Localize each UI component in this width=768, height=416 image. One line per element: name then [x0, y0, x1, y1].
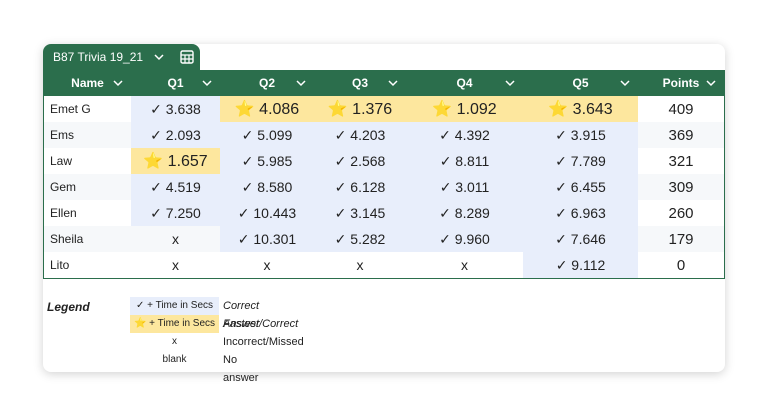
answer-cell: ⭐ 4.086 [220, 96, 314, 122]
answer-cell: ✓ 5.099 [220, 122, 314, 148]
answer-cell: ✓ 7.250 [131, 200, 220, 226]
name-cell: Gem [43, 174, 131, 200]
filter-chevron [296, 80, 306, 87]
data-row: Sheila x ✓ 10.301 ✓ 5.282 ✓ 9.960 ✓ 7.646 179 [43, 226, 725, 252]
header-label: Q1 [167, 76, 184, 90]
data-row: Ems ✓ 2.093 ✓ 5.099 ✓ 4.203 ✓ 4.392 ✓ 3.915 36… [43, 122, 725, 148]
legend-desc: Fastest/Correct [223, 318, 299, 330]
answer-cell: ✓ 7.646 [523, 226, 638, 252]
column-header[interactable]: Q3 [314, 70, 406, 96]
points-cell: 321 [668, 152, 694, 170]
legend-desc: Correct Answer [223, 300, 260, 330]
answer-cell: ✓ 5.985 [220, 148, 314, 174]
data-row: Gem ✓ 4.519 ✓ 8.580 ✓ 6.128 ✓ 3.011 ✓ 6.455 30… [43, 174, 725, 200]
answer-cell: ⭐ 1.376 [314, 96, 406, 122]
data-row: Emet G ✓ 3.638 ⭐ 4.086 ⭐ 1.376 ⭐ 1.092 ⭐ 3.64… [44, 96, 725, 122]
answer-cell: x [263, 257, 271, 273]
name-cell: Law [50, 154, 73, 168]
answer-cell: x [461, 257, 468, 273]
column-header[interactable]: Q1 [131, 70, 220, 96]
answer-cell: ✓ 3.011 [406, 174, 523, 200]
answer-cell: ⭐ 3.643 [523, 96, 638, 122]
points-cell: 369 [638, 122, 725, 148]
answer-cell: ✓ 10.443 [220, 200, 314, 226]
filter-chevron [202, 80, 212, 87]
column-header[interactable]: Name [43, 70, 131, 96]
tab-chevron [154, 54, 164, 61]
legend-title: Legend [47, 300, 90, 314]
legend-key: x [172, 336, 177, 347]
answer-cell: ✓ 8.811 [406, 148, 523, 174]
filter-chevron [706, 80, 716, 87]
data-row: Ellen ✓ 7.250 ✓ 10.443 ✓ 3.145 ✓ 8.289 ✓ 6.96… [44, 200, 725, 226]
points-cell: 260 [668, 204, 694, 222]
answer-cell: ✓ 4.519 [131, 174, 220, 200]
answer-cell: ✓ 7.789 [523, 148, 638, 174]
column-header[interactable]: Q2 [220, 70, 314, 96]
filter-chevron [620, 80, 630, 87]
answer-cell: ✓ 6.128 [314, 174, 406, 200]
points-cell: 0 [676, 256, 686, 274]
name-cell: Emet G [50, 102, 91, 116]
name-cell: Sheila [43, 226, 131, 252]
answer-cell: ✓ 4.203 [314, 122, 406, 148]
legend-key: ✓ + Time in Secs [130, 297, 219, 315]
header-label: Q3 [351, 76, 368, 90]
header-label: Points [662, 76, 700, 90]
name-cell: Ems [43, 122, 131, 148]
data-row: Law ⭐ 1.657 ✓ 5.985 ✓ 2.568 ✓ 8.811 ✓ 7.789 32… [44, 148, 725, 174]
answer-cell: x [356, 257, 364, 273]
filter-chevron [113, 80, 123, 87]
answer-cell: ✓ 8.580 [220, 174, 314, 200]
scores-table: Name Q1 Q2 Q3 Q4 Q5 Points Emet G ✓ 3.638 ⭐ 4.086… [43, 70, 725, 279]
answer-cell: ✓ 2.093 [131, 122, 220, 148]
points-cell: 179 [638, 226, 725, 252]
filter-chevron [505, 80, 515, 87]
answer-cell: ✓ 4.392 [406, 122, 523, 148]
filter-chevron [388, 80, 398, 87]
answer-cell: ✓ 3.638 [131, 96, 220, 122]
legend-key: blank [162, 354, 187, 365]
header-label: Name [71, 76, 104, 90]
data-row: Lito x x x x ✓ 9.112 0 [44, 252, 725, 279]
answer-cell: x [172, 257, 179, 273]
answer-cell: ✓ 6.963 [523, 200, 638, 226]
answer-cell: ✓ 3.915 [523, 122, 638, 148]
header-label: Q2 [258, 76, 275, 90]
grid-icon [180, 50, 194, 64]
column-header[interactable]: Q5 [523, 70, 638, 96]
answer-cell: ✓ 2.568 [314, 148, 406, 174]
answer-cell: ⭐ 1.657 [131, 148, 220, 174]
sheet-tab[interactable]: B87 Trivia 19_21 [43, 44, 200, 70]
legend-desc: No answer [223, 354, 259, 384]
points-cell: 409 [668, 100, 694, 118]
answer-cell: ✓ 3.145 [314, 200, 406, 226]
name-cell: Lito [50, 258, 70, 272]
tab-title: B87 Trivia 19_21 [53, 50, 144, 64]
points-cell: 309 [638, 174, 725, 200]
answer-cell: ✓ 5.282 [314, 226, 406, 252]
legend-desc: Incorrect/Missed [223, 336, 304, 348]
answer-cell: ✓ 6.455 [523, 174, 638, 200]
answer-cell: ✓ 9.112 [523, 252, 638, 279]
answer-cell: x [131, 226, 220, 252]
answer-cell: ✓ 10.301 [220, 226, 314, 252]
column-header[interactable]: Points [638, 70, 725, 96]
answer-cell: ✓ 9.960 [406, 226, 523, 252]
answer-cell: ✓ 8.289 [406, 200, 523, 226]
sheet-card: B87 Trivia 19_21 Name Q1 Q2 Q3 Q4 Q5 Points Eme… [43, 44, 725, 384]
answer-cell: ⭐ 1.092 [406, 96, 523, 122]
header-row: Name Q1 Q2 Q3 Q4 Q5 Points [43, 70, 725, 96]
column-header[interactable]: Q4 [406, 70, 523, 96]
name-cell: Ellen [50, 206, 77, 220]
header-label: Q4 [456, 76, 473, 90]
header-label: Q5 [572, 76, 589, 90]
legend-key: ⭐ + Time in Secs [130, 315, 219, 333]
